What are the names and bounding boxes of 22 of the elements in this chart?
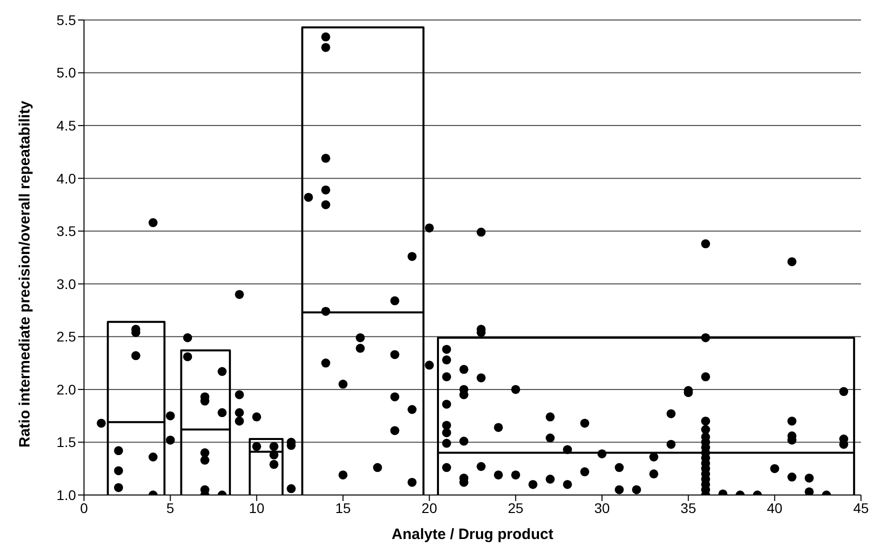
y-tick-label: 3.5 <box>56 223 76 240</box>
y-tick-label: 5.5 <box>56 12 76 28</box>
y-tick-label: 4.0 <box>56 170 76 186</box>
x-tick-label: 40 <box>766 500 783 516</box>
y-tick-label: 4.5 <box>56 118 76 134</box>
x-tick-label: 30 <box>594 500 610 516</box>
y-tick-label: 5.0 <box>56 64 76 81</box>
y-tick-label: 3.0 <box>56 276 76 292</box>
x-tick-label: 20 <box>422 500 438 516</box>
y-tick-label: 1.0 <box>56 486 76 503</box>
y-tick-label: 2.5 <box>56 328 76 345</box>
y-tick-label: 2.0 <box>56 381 76 398</box>
x-tick-label: 35 <box>680 500 696 516</box>
x-tick-label: 45 <box>853 500 869 516</box>
x-axis-title: Analyte / Drug product <box>392 526 554 543</box>
x-tick-label: 10 <box>248 500 265 516</box>
y-axis-title: Ratio intermediate precision/overall repeatability <box>16 100 34 448</box>
y-tick-label: 1.5 <box>56 434 76 450</box>
x-tick-label: 5 <box>166 500 174 516</box>
x-tick-label: 0 <box>80 500 88 516</box>
x-tick-label: 25 <box>508 500 524 516</box>
x-tick-label: 15 <box>335 500 351 516</box>
